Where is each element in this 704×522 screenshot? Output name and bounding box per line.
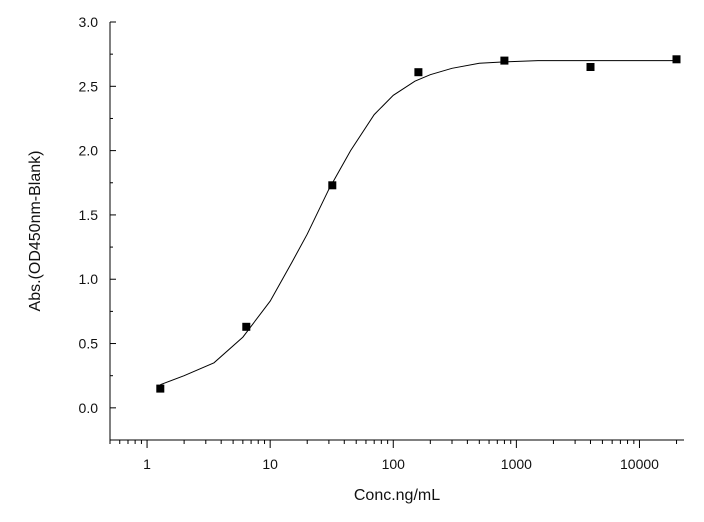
fit-curve-layer (160, 60, 677, 386)
data-point (156, 384, 165, 393)
x-ticks-group: 1 10 100 1000 10000 (109, 440, 678, 472)
x-tick-label: 10000 (620, 456, 659, 472)
data-point (242, 322, 251, 331)
x-axis-title: Conc.ng/mL (354, 487, 440, 504)
y-tick-label: 0.0 (79, 400, 99, 416)
y-tick-label: 1.5 (79, 207, 99, 223)
y-axis-title: Abs.(OD450nm-Blank) (27, 151, 44, 312)
x-tick-label: 10 (262, 456, 278, 472)
x-tick-label: 1 (143, 456, 151, 472)
data-point (414, 68, 423, 77)
data-point (586, 63, 595, 71)
data-point (328, 181, 337, 190)
x-tick-label: 100 (382, 456, 406, 472)
data-points-layer (156, 55, 681, 393)
y-tick-label: 2.0 (79, 143, 99, 159)
y-tick-label: 1.0 (79, 271, 99, 287)
y-tick-label: 2.5 (79, 78, 99, 94)
fit-curve (160, 60, 677, 386)
y-tick-label: 0.5 (79, 336, 99, 352)
y-tick-label: 3.0 (79, 14, 99, 30)
data-point (672, 55, 681, 64)
data-point (500, 56, 509, 65)
x-tick-label: 1000 (501, 456, 532, 472)
y-ticks-group: 0.0 0.5 1.0 1.5 2.0 2.5 3.0 (79, 14, 116, 416)
